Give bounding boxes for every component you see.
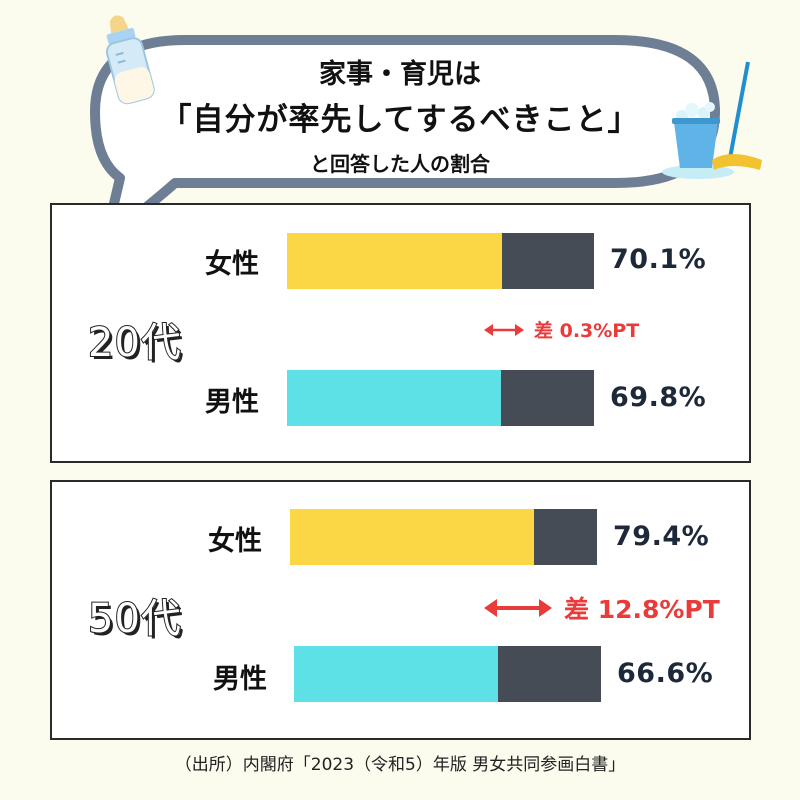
bar-label-female-50s: 女性 <box>208 526 262 557</box>
chart-subtitle: と回答した人の割合 <box>310 152 490 176</box>
difference-20s: 差 0.3%PT <box>484 316 639 343</box>
baby-bottle-icon <box>105 15 155 105</box>
value-label-male-20s: 69.8% <box>610 382 707 413</box>
bar-track-female-50s <box>290 509 597 565</box>
bar-male-50s <box>294 646 499 702</box>
age-label-50s: 50代 <box>87 595 182 643</box>
bar-track-female-20s <box>287 233 594 289</box>
bar-female-20s <box>287 233 503 289</box>
chart-title-main: 「自分が率先してするべきこと」 <box>160 102 640 138</box>
value-label-male-50s: 66.6% <box>617 658 714 689</box>
difference-label-20s: 差 0.3%PT <box>534 320 640 342</box>
double-arrow-icon <box>484 323 524 336</box>
bar-track-male-20s <box>287 370 594 426</box>
difference-50s: 差 12.8%PT <box>484 590 720 626</box>
bar-male-20s <box>287 370 502 426</box>
source-note: （出所）内閣府「2023（令和5）年版 男女共同参画白書」 <box>174 755 626 775</box>
double-arrow-icon <box>484 599 552 617</box>
bar-track-male-50s <box>294 646 601 702</box>
bar-female-50s <box>290 509 534 565</box>
bar-label-female-20s: 女性 <box>205 249 259 280</box>
value-label-female-50s: 79.4% <box>613 521 710 552</box>
bucket-mop-icon <box>662 61 762 179</box>
difference-label-50s: 差 12.8%PT <box>564 595 720 624</box>
bar-label-male-50s: 男性 <box>213 664 267 695</box>
chart-title: 家事・育児は <box>319 59 481 90</box>
bar-label-male-20s: 男性 <box>205 387 259 418</box>
age-label-20s: 20代 <box>87 319 182 367</box>
value-label-female-20s: 70.1% <box>610 244 707 275</box>
